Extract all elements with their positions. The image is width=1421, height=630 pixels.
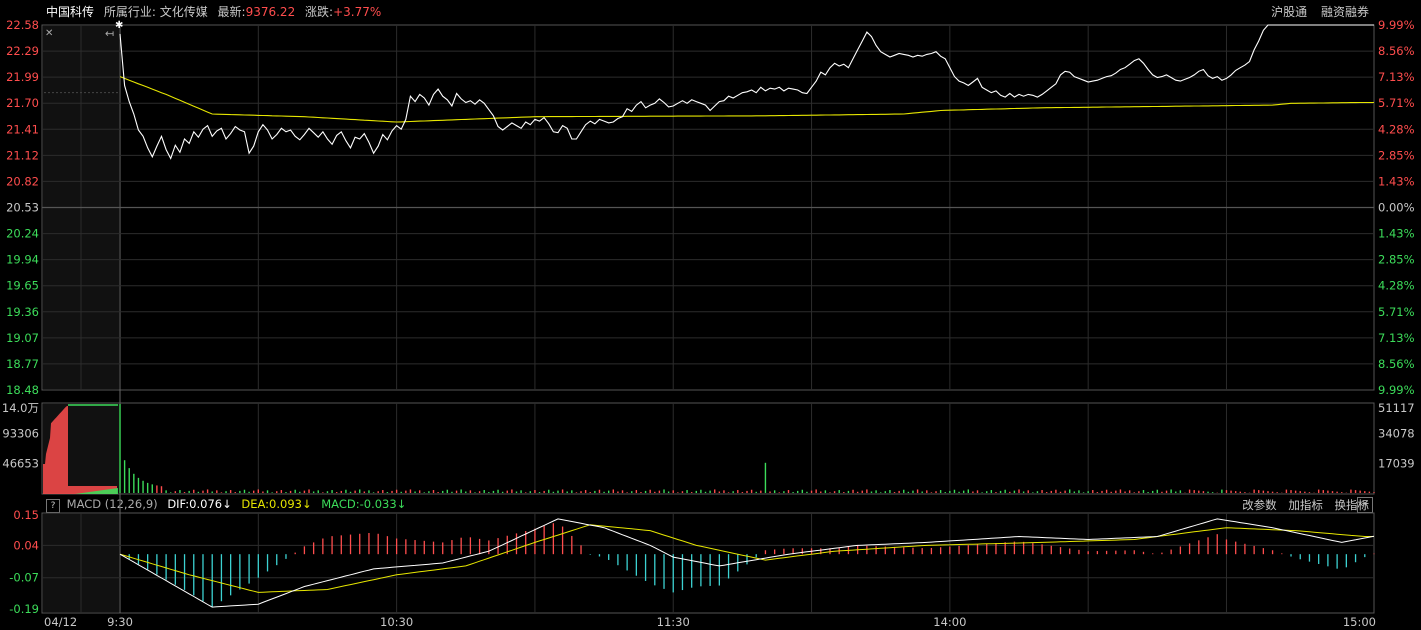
drag-handle-icon: ↤ xyxy=(105,27,114,40)
prev-volume-area xyxy=(43,405,68,494)
x-tick-label: 10:30 xyxy=(380,615,413,629)
price-tick-label: 20.53 xyxy=(6,201,39,215)
close-icon: ✕ xyxy=(45,28,53,39)
price-tick-label: 22.29 xyxy=(6,44,39,58)
volume-tick-label: 14.0万 xyxy=(2,401,39,415)
star-icon: ✱ xyxy=(115,20,123,31)
pct-tick-label: 9.99% xyxy=(1378,18,1415,32)
pct-tick-label: 7.13% xyxy=(1378,331,1415,345)
pct-tick-label: 2.85% xyxy=(1378,253,1415,267)
price-tick-label: 19.07 xyxy=(6,331,39,345)
hk-connect-button[interactable]: 沪股通 xyxy=(1271,5,1308,19)
pct-tick-label: 7.13% xyxy=(1378,70,1415,84)
pct-tick-label: 0.00% xyxy=(1378,201,1415,215)
volume-panel-frame xyxy=(41,402,1375,495)
price-line xyxy=(119,24,1374,160)
pct-tick-label: 4.28% xyxy=(1378,279,1415,293)
pct-tick-label: 1.43% xyxy=(1378,174,1415,188)
pct-tick-label: 9.99% xyxy=(1378,383,1415,397)
volume-tick-label: 93306 xyxy=(2,426,39,440)
pct-tick-label: 4.28% xyxy=(1378,122,1415,136)
price-tick-label: 21.41 xyxy=(6,122,39,136)
macd-value: MACD:-0.033↓ xyxy=(321,497,407,511)
price-tick-label: 19.36 xyxy=(6,305,39,319)
macd-tick-label: 0.04 xyxy=(13,538,39,552)
edit-params-button[interactable]: 改参数 xyxy=(1242,498,1277,512)
pct-tick-label: 8.56% xyxy=(1378,44,1415,58)
macd-label-bar: ? MACD (12,26,9) DIF:0.076↓ DEA:0.093↓ M… xyxy=(46,497,406,513)
avg-price-line xyxy=(119,76,1374,123)
stock-header: 中国科传 所属行业: 文化传媒 最新:9376.22 涨跌:+3.77% xyxy=(46,3,387,20)
price-tick-label: 18.77 xyxy=(6,357,39,371)
price-tick-label: 21.99 xyxy=(6,70,39,84)
price-tick-label: 19.65 xyxy=(6,279,39,293)
price-tick-label: 22.58 xyxy=(6,18,39,32)
stock-name: 中国科传 xyxy=(46,5,95,19)
volume-tick-label: 34078 xyxy=(1378,426,1415,440)
x-tick-label: 14:00 xyxy=(933,615,966,629)
industry-label: 所属行业: 文化传媒 xyxy=(103,5,208,19)
change-label: 涨跌: xyxy=(305,5,334,19)
volume-tick-label: 46653 xyxy=(2,457,39,471)
margin-trading-button[interactable]: 融资融券 xyxy=(1320,5,1369,19)
pct-tick-label: 2.85% xyxy=(1378,148,1415,162)
price-tick-label: 20.82 xyxy=(6,174,39,188)
macd-tick-label: 0.15 xyxy=(13,508,39,522)
add-indicator-button[interactable]: 加指标 xyxy=(1288,498,1323,512)
x-tick-label: 15:00 xyxy=(1343,615,1376,629)
pct-tick-label: 8.56% xyxy=(1378,357,1415,371)
price-tick-label: 21.12 xyxy=(6,148,39,162)
price-tick-label: 20.24 xyxy=(6,227,39,241)
dea-line xyxy=(119,524,1374,593)
volume-tick-label: 51117 xyxy=(1378,401,1415,415)
pct-tick-label: 5.71% xyxy=(1378,305,1415,319)
volume-tick-label: 17039 xyxy=(1378,457,1415,471)
macd-tick-label: -0.07 xyxy=(9,571,39,585)
change-value: +3.77% xyxy=(333,5,382,19)
macd-buttons: 改参数 加指标 换指标 xyxy=(1242,497,1369,513)
x-tick-label: 04/12 xyxy=(44,615,77,629)
latest-label: 最新: xyxy=(217,5,246,19)
price-tick-label: 21.70 xyxy=(6,96,39,110)
header-buttons: 沪股通 融资融券 xyxy=(1271,3,1369,20)
pct-tick-label: 5.71% xyxy=(1378,96,1415,110)
prev-volume-area-green xyxy=(75,488,118,494)
dif-value: DIF:0.076↓ xyxy=(167,497,232,511)
dea-value: DEA:0.093↓ xyxy=(241,497,312,511)
price-tick-label: 19.94 xyxy=(6,253,39,267)
pct-tick-label: 1.43% xyxy=(1378,227,1415,241)
macd-panel-frame xyxy=(41,512,1375,614)
macd-tick-label: -0.19 xyxy=(9,602,39,616)
x-tick-label: 11:30 xyxy=(657,615,690,629)
x-tick-label: 9:30 xyxy=(107,615,133,629)
macd-name: MACD (12,26,9) xyxy=(66,497,158,511)
price-tick-label: 18.48 xyxy=(6,383,39,397)
dif-line xyxy=(119,518,1375,608)
latest-value: 9376.22 xyxy=(245,5,296,19)
switch-indicator-button[interactable]: 换指标 xyxy=(1334,498,1370,512)
